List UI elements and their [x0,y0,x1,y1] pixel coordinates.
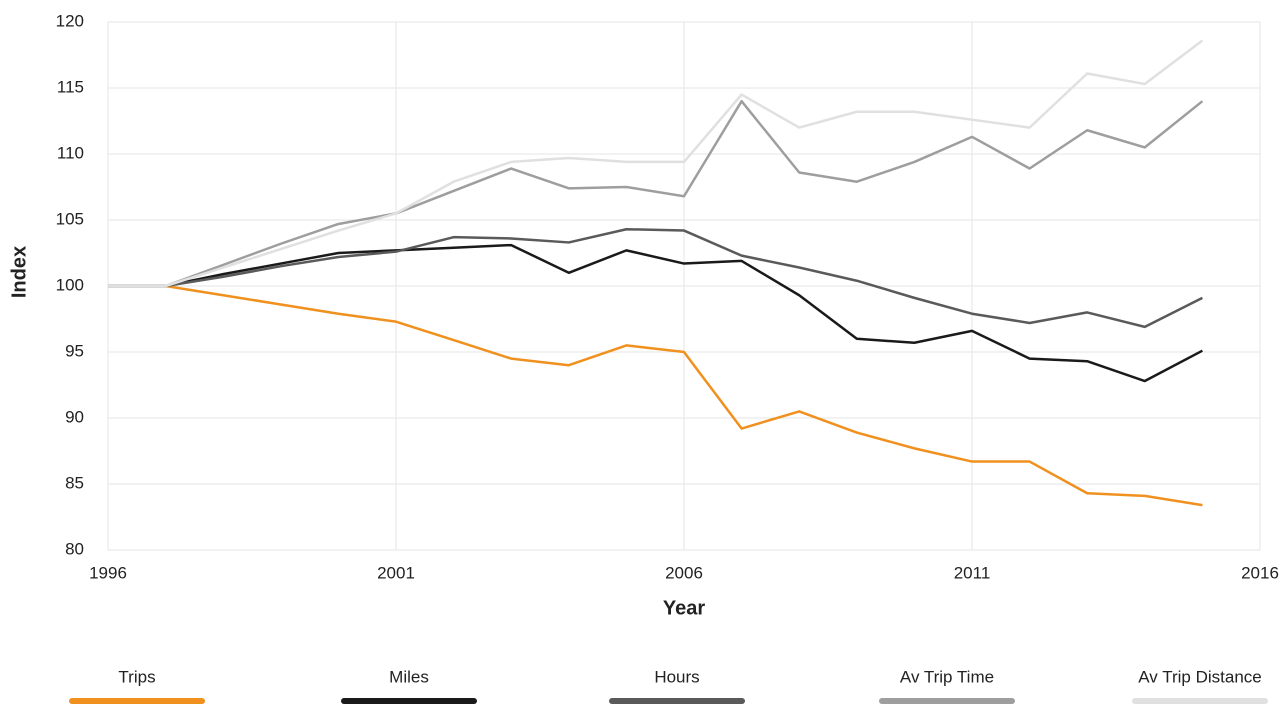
series-line [108,284,1203,507]
legend-label: Trips [118,667,155,686]
series-line [108,227,1203,329]
y-tick-label: 105 [56,209,84,228]
legend-swatch [609,698,745,704]
legend-swatch [69,698,205,704]
x-tick-label: 1996 [89,563,127,582]
x-tick-label: 2006 [665,563,703,582]
x-tick-label: 2016 [1241,563,1279,582]
legend-swatch [879,698,1015,704]
legend-swatch [1132,698,1268,704]
y-axis-label: Index [8,246,30,298]
legend-label: Hours [654,667,699,686]
x-tick-label: 2001 [377,563,415,582]
y-tick-label: 80 [65,539,84,558]
legend-label: Miles [389,667,429,686]
y-tick-label: 120 [56,11,84,30]
legend-label: Av Trip Time [900,667,994,686]
series-line [108,99,1204,288]
legend-label: Av Trip Distance [1138,667,1261,686]
y-tick-label: 95 [65,341,84,360]
y-tick-label: 110 [57,143,84,162]
y-tick-label: 85 [65,473,84,492]
x-axis-label: Year [663,597,705,619]
y-tick-label: 115 [57,77,84,96]
series-line [108,39,1204,288]
x-tick-label: 2011 [954,563,991,582]
series-line [108,243,1203,383]
y-tick-label: 100 [56,275,84,294]
y-tick-label: 90 [65,407,84,426]
legend-swatch [341,698,477,704]
